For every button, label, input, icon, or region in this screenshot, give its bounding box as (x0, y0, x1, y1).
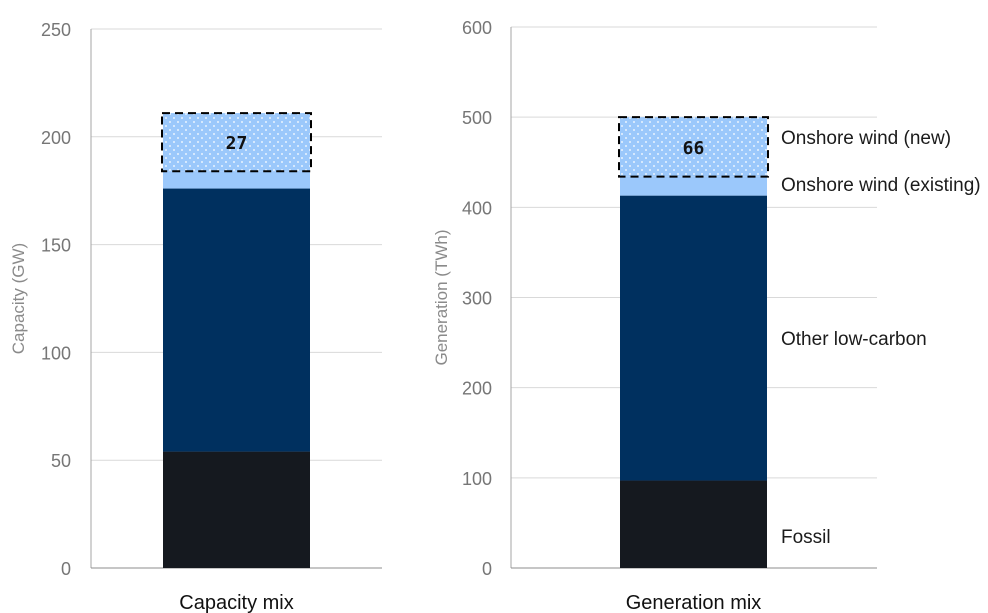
capacity-bar-onshore-wind-existing (163, 171, 310, 189)
y-tick-label: 100 (462, 469, 492, 489)
series-label-other-low-carbon: Other low-carbon (781, 329, 927, 350)
category-label: Capacity mix (179, 592, 293, 613)
y-tick-label: 150 (41, 236, 71, 256)
generation-bar-onshore-wind-new (620, 117, 767, 177)
y-tick-label: 200 (462, 379, 492, 399)
y-tick-label: 250 (41, 20, 71, 40)
y-tick-label: 0 (482, 559, 492, 579)
y-tick-label: 200 (41, 128, 71, 148)
y-tick-label: 100 (41, 343, 71, 363)
generation-bar-other-low-carbon (620, 195, 767, 481)
capacity-bar-onshore-wind-new (163, 113, 310, 172)
data-label: 66 (683, 138, 705, 159)
capacity-bar-fossil (163, 451, 310, 568)
capacity-bar-other-low-carbon (163, 188, 310, 452)
y-tick-label: 600 (462, 18, 492, 38)
y-axis-title: Capacity (GW) (9, 243, 28, 354)
y-tick-label: 500 (462, 108, 492, 128)
y-tick-label: 0 (61, 559, 71, 579)
series-label-onshore-wind-existing: Onshore wind (existing) (781, 175, 981, 196)
y-axis-title: Generation (TWh) (432, 229, 451, 365)
y-tick-label: 50 (51, 451, 71, 471)
generation-chart: 0 100 200 300 400 500 600 Generation (TWh) Fossi… (432, 18, 981, 613)
series-label-fossil: Fossil (781, 527, 831, 548)
y-tick-label: 300 (462, 289, 492, 309)
capacity-chart: 0 50 100 150 200 250 Capacity (GW) 27 Capacity m… (9, 20, 382, 613)
data-label: 27 (226, 133, 248, 154)
generation-bar-onshore-wind-existing (620, 176, 767, 196)
generation-bar-fossil (620, 480, 767, 568)
series-label-onshore-wind-new: Onshore wind (new) (781, 128, 951, 149)
category-label: Generation mix (626, 592, 762, 613)
y-tick-label: 400 (462, 198, 492, 218)
